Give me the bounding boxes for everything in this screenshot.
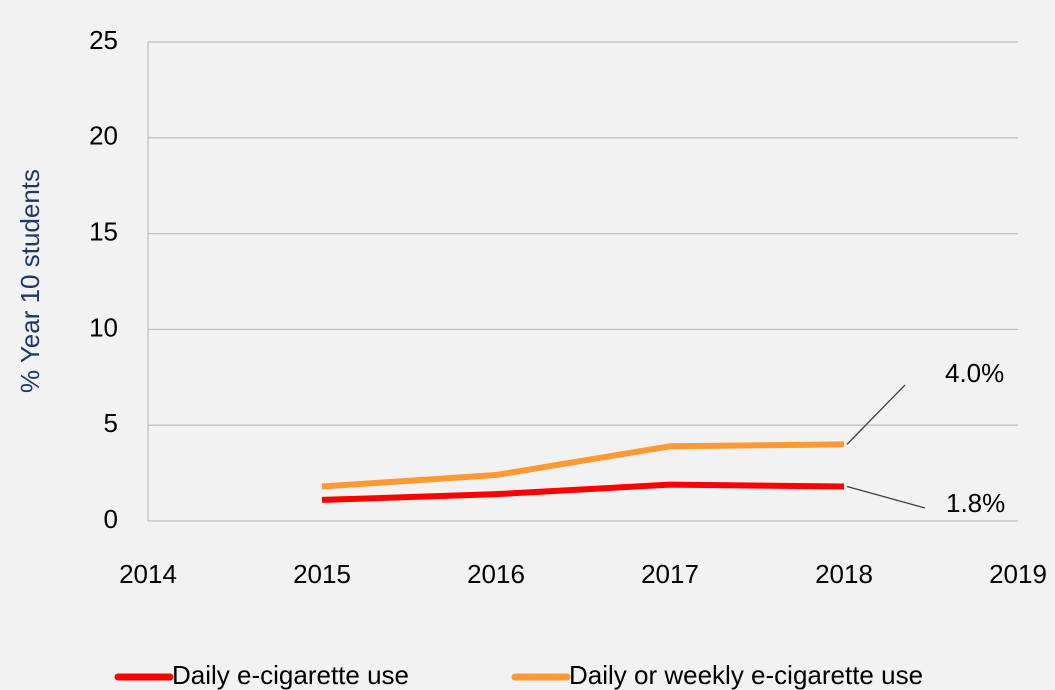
y-tick-label: 15 <box>89 216 118 246</box>
line <box>321 441 845 490</box>
legend-label: Daily e-cigarette use <box>172 660 409 690</box>
y-tick-label: 20 <box>89 121 118 151</box>
x-tick-label: 2017 <box>641 559 699 589</box>
x-tick-label: 2014 <box>119 559 177 589</box>
line <box>321 481 845 503</box>
y-tick-label: 10 <box>89 312 118 342</box>
x-tick-label: 2015 <box>293 559 351 589</box>
y-tick-label: 25 <box>89 25 118 55</box>
leader-line <box>846 384 906 445</box>
data-label: 1.8% <box>946 488 1005 518</box>
x-tick-label: 2016 <box>467 559 525 589</box>
y-axis-label: % Year 10 students <box>15 169 45 393</box>
y-tick-label: 5 <box>104 408 118 438</box>
data-label: 4.0% <box>945 358 1004 388</box>
y-tick-label: 0 <box>104 504 118 534</box>
leader-line <box>846 485 926 509</box>
legend-label: Daily or weekly e-cigarette use <box>569 660 923 690</box>
x-tick-label: 2019 <box>989 559 1047 589</box>
x-tick-label: 2018 <box>815 559 873 589</box>
